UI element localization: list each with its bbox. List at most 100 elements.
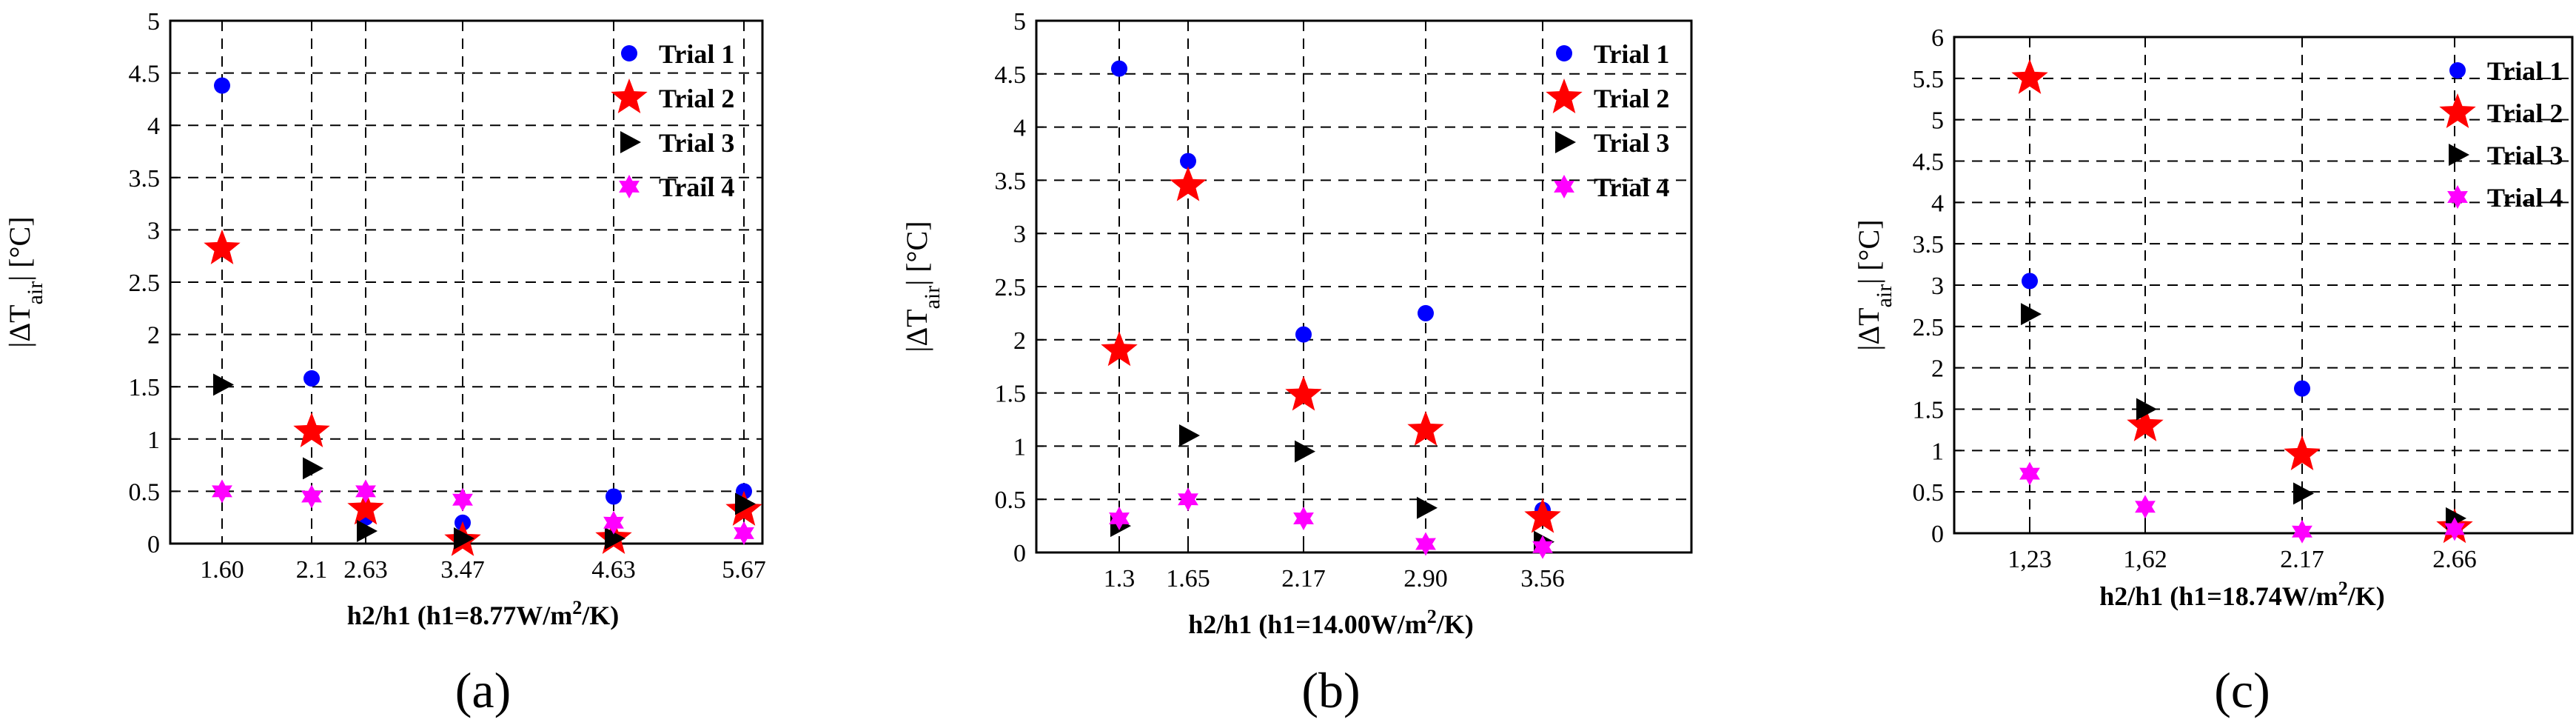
data-point-trail-4: [301, 484, 322, 509]
data-point-trial-3: [605, 527, 625, 550]
y-tick-label: 2: [147, 322, 160, 350]
data-point-trial-1: [2022, 273, 2038, 290]
data-point-trial-2: [204, 229, 241, 264]
x-axis-label: h2/h1 (h1=14.00W/m2/K): [1188, 606, 1474, 640]
y-tick-label: 3: [1931, 273, 1944, 300]
y-tick-label: 4: [147, 113, 160, 140]
x-tick-label: 1.65: [1166, 565, 1210, 592]
data-point-trail-4: [355, 479, 376, 504]
y-tick-label: 4: [1013, 115, 1026, 142]
data-point-trial-4: [2292, 519, 2312, 544]
x-tick-label: 2.63: [343, 556, 388, 584]
y-axis-label-unit: | [°C]: [3, 216, 36, 281]
legend-marker: [2447, 185, 2468, 209]
x-tick-label: 1.3: [1104, 565, 1136, 592]
y-axis-label-sub: air: [1872, 284, 1896, 308]
x-tick-label: 4.63: [591, 556, 636, 584]
data-point-trial-4: [1293, 507, 1314, 530]
y-tick-label: 5: [1013, 8, 1026, 36]
y-tick-label: 3: [1013, 221, 1026, 248]
legend-marker: [619, 175, 640, 198]
legend-label: Trial 1: [659, 39, 734, 69]
y-tick-label: 5.5: [1913, 66, 1945, 93]
y-tick-label: 4.5: [129, 61, 161, 88]
panel-label: (b): [1301, 662, 1360, 718]
x-tick-label: 5.67: [722, 556, 766, 584]
data-point-trial-4: [2019, 461, 2040, 486]
legend-marker: [620, 131, 641, 153]
legend-marker: [1546, 79, 1583, 113]
y-axis-label-sub: air: [23, 281, 47, 305]
y-tick-label: 3: [147, 217, 160, 244]
y-tick-label: 6: [1931, 24, 1944, 52]
data-point-trial-3: [735, 492, 756, 515]
data-point-trial-1: [1180, 153, 1196, 170]
data-point-trial-3: [2021, 303, 2042, 326]
panel-a-scatter-chart: 0 0.5 1 1.5 2 2.5 3 3.5 4 4.5 5 1.60 2.1 2.63 3.47 4.63…: [3, 8, 766, 718]
data-point-trial-1: [1111, 60, 1127, 77]
x-tick-label: 3.56: [1520, 565, 1565, 592]
y-axis-label: |ΔTair| [°C]: [900, 221, 945, 352]
y-tick-label: 1: [1931, 438, 1944, 465]
y-tick-label: 2: [1013, 327, 1026, 355]
y-tick-label: 1.5: [129, 374, 161, 401]
data-point-trial-4: [1178, 487, 1198, 512]
y-tick-label: 4: [1931, 190, 1944, 217]
y-tick-label: 1.5: [995, 381, 1027, 408]
data-point-trial-3: [1417, 496, 1438, 519]
data-point-trial-1: [214, 77, 230, 94]
y-tick-label: 2.5: [129, 270, 161, 297]
legend-label: Trial 4: [1594, 173, 1669, 202]
y-tick-label: 5: [147, 8, 160, 36]
data-point-trial-2: [1101, 331, 1138, 367]
legend-marker: [1556, 45, 1572, 61]
data-point-trail-4: [452, 487, 473, 512]
data-point-trial-1: [606, 488, 622, 505]
data-point-trail-4: [212, 479, 232, 504]
data-point-trial-3: [2293, 482, 2314, 505]
y-tick-label: 5: [1931, 107, 1944, 135]
y-tick-label: 2.5: [1913, 314, 1945, 341]
data-point-trial-3: [213, 373, 234, 396]
data-point-trial-3: [357, 520, 378, 543]
data-point-trial-3: [303, 457, 323, 480]
y-tick-label: 1.5: [1913, 397, 1945, 424]
legend-label: Trial 3: [659, 128, 734, 158]
x-tick-label: 1,62: [2123, 546, 2167, 573]
x-tick-label: 1,23: [2008, 546, 2052, 573]
legend-marker: [1554, 175, 1574, 198]
panel-label: (c): [2214, 662, 2270, 718]
data-point-trial-3: [2136, 398, 2157, 421]
x-tick-label: 2.1: [296, 556, 328, 584]
legend-label: Trial 3: [2487, 141, 2563, 170]
y-tick-label: 0: [1931, 521, 1944, 548]
y-tick-label: 4.5: [1913, 149, 1945, 176]
y-tick-label: 3.5: [1913, 231, 1945, 258]
y-tick-label: 1: [147, 427, 160, 454]
data-point-trail-4: [603, 510, 624, 535]
panel-c-scatter-chart: 0 0.5 1 1.5 2 2.5 3 3.5 4 4.5 5 5.5 6 1,23 1,62 2.17 2.6…: [1852, 24, 2574, 718]
y-axis-label-unit: | [°C]: [1852, 219, 1885, 284]
legend-marker: [2449, 144, 2469, 166]
data-point-trial-2: [2127, 406, 2164, 441]
data-point-trial-3: [1295, 440, 1315, 463]
y-axis-label-main: |ΔT: [1852, 307, 1885, 350]
legend-label: Trial 1: [1594, 39, 1669, 69]
data-point-trial-1: [303, 370, 320, 387]
legend-label: Trial 2: [659, 84, 734, 113]
x-tick-label: 2.17: [2280, 546, 2324, 573]
legend-label: Trail 4: [659, 173, 734, 202]
data-point-trial-4: [2444, 517, 2465, 541]
y-axis-label-sub: air: [920, 286, 945, 310]
y-axis-label: |ΔTair| [°C]: [3, 216, 47, 347]
legend-marker: [621, 45, 637, 61]
y-tick-label: 2.5: [995, 274, 1027, 301]
legend-label: Trial 2: [2487, 98, 2563, 128]
y-tick-label: 0: [1013, 540, 1026, 567]
data-point-trial-1: [2294, 380, 2310, 397]
y-axis-label-main: |ΔT: [900, 309, 933, 352]
data-point-trial-3: [1179, 424, 1200, 447]
data-point-trial-4: [1532, 535, 1553, 559]
legend-label: Trial 1: [2487, 56, 2563, 86]
legend-label: Trial 4: [2487, 183, 2563, 213]
